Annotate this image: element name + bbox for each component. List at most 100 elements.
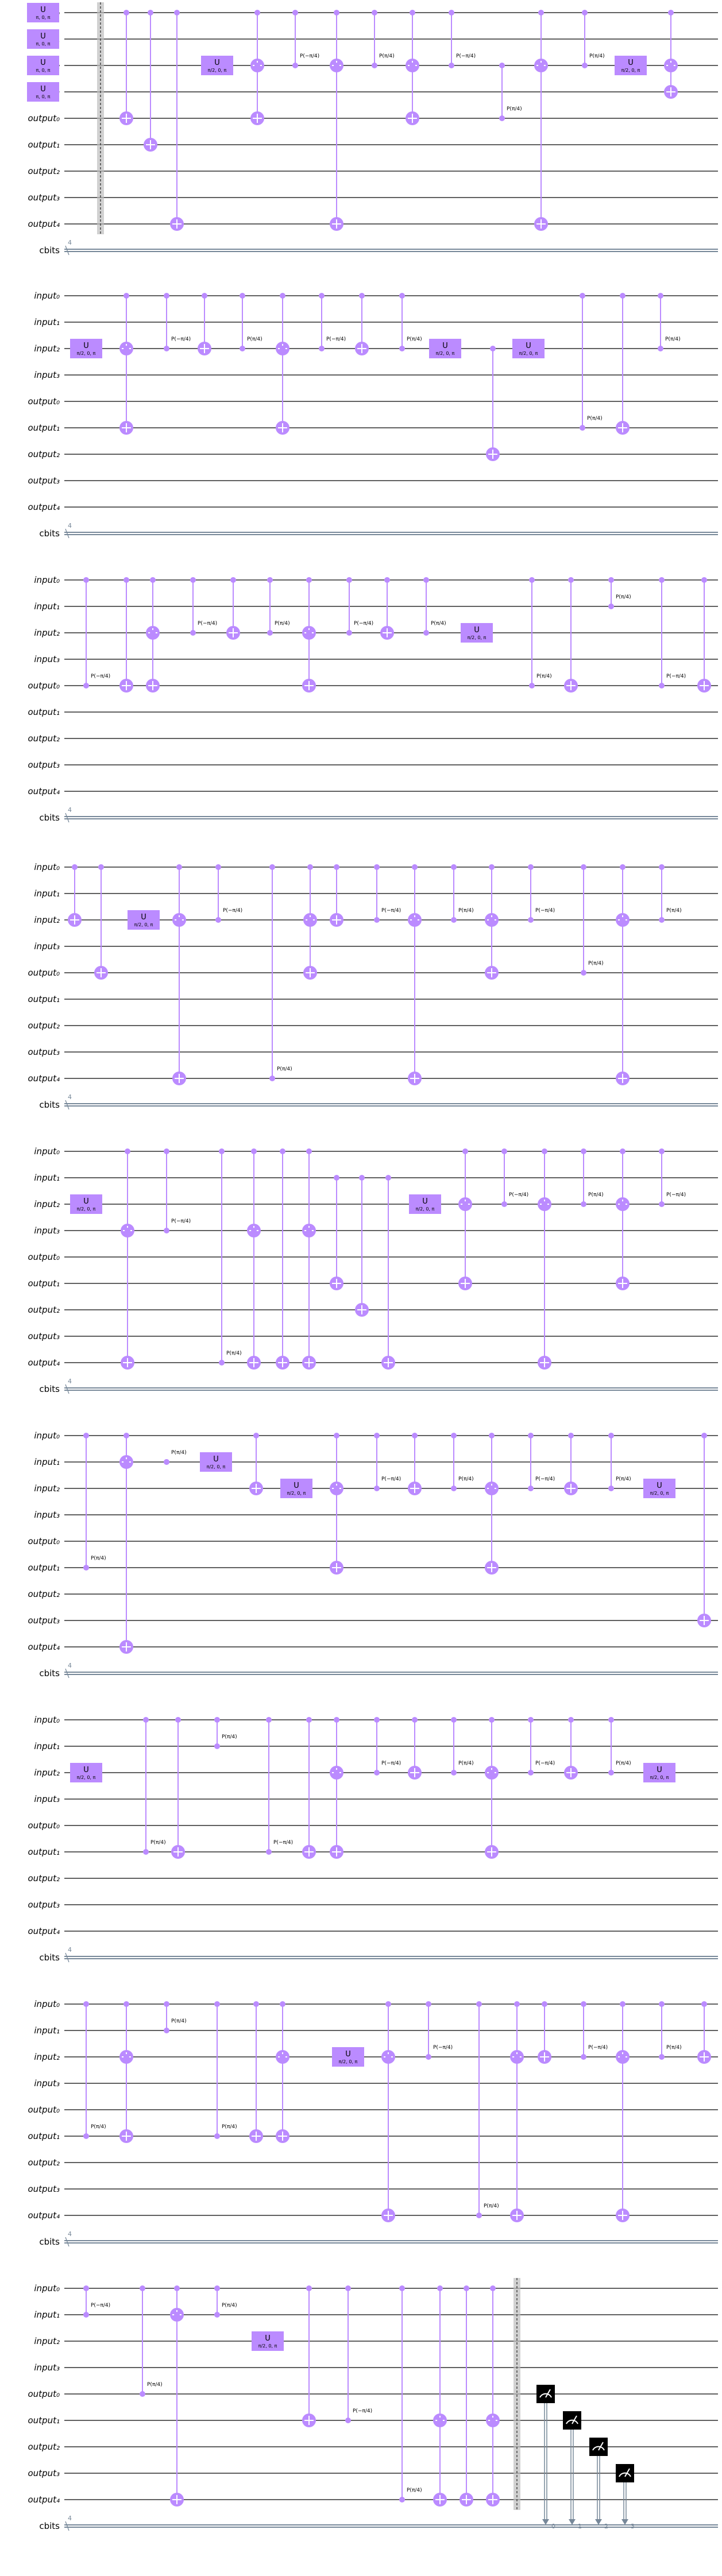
wire-label: output₃ bbox=[28, 475, 60, 486]
cphase-label: P(−π/4) bbox=[666, 674, 686, 679]
barrier bbox=[513, 2278, 520, 2510]
control-dot bbox=[701, 1433, 707, 1438]
control-dot bbox=[280, 2001, 285, 2007]
wire-label: output₃ bbox=[28, 1900, 60, 1910]
u-gate-params: π/2, 0, π bbox=[436, 351, 455, 356]
control-dot bbox=[385, 1175, 391, 1181]
wire-label: output₂ bbox=[28, 449, 60, 459]
wire-label: cbits bbox=[39, 1100, 60, 1110]
u-gate-label: U bbox=[442, 342, 448, 350]
control-dot bbox=[399, 2497, 405, 2502]
wire-label: input₁ bbox=[34, 1457, 60, 1467]
u-gate bbox=[70, 1194, 102, 1214]
wire-label: output₂ bbox=[28, 1020, 60, 1031]
cphase-label: P(−π/4) bbox=[381, 1476, 401, 1482]
control-dot bbox=[240, 293, 245, 299]
control-dot bbox=[374, 1770, 380, 1776]
cphase-label: P(π/4) bbox=[588, 961, 604, 966]
cphase-label: P(π/4) bbox=[171, 2018, 187, 2024]
control-dot bbox=[125, 1228, 130, 1233]
measure-meter-arc bbox=[592, 2446, 605, 2451]
wire-label: input₁ bbox=[34, 1741, 60, 1751]
control-dot bbox=[143, 1717, 149, 1723]
control-dot bbox=[280, 346, 285, 351]
u-gate-params: π/2, 0, π bbox=[134, 922, 153, 927]
cbits-count-label: 4 bbox=[68, 522, 72, 529]
control-dot bbox=[280, 1148, 285, 1154]
control-dot bbox=[529, 577, 535, 583]
control-dot bbox=[251, 1148, 257, 1154]
control-dot bbox=[140, 2391, 145, 2397]
control-dot bbox=[568, 1433, 574, 1438]
wire-label: output₁ bbox=[28, 1562, 60, 1573]
control-dot bbox=[374, 917, 380, 923]
control-dot bbox=[582, 63, 588, 68]
control-dot bbox=[412, 917, 418, 923]
u-gate-label: U bbox=[345, 2050, 351, 2059]
measure-meter-needle bbox=[598, 2442, 604, 2451]
control-dot bbox=[359, 1175, 365, 1181]
control-dot bbox=[462, 1148, 468, 1154]
control-dot bbox=[426, 2054, 431, 2060]
control-dot bbox=[176, 864, 182, 870]
control-dot bbox=[254, 10, 260, 16]
control-dot bbox=[620, 1201, 626, 1207]
control-dot bbox=[374, 1433, 380, 1438]
control-dot bbox=[620, 917, 626, 923]
control-dot bbox=[125, 1148, 130, 1154]
classical-wire-slash bbox=[65, 2521, 70, 2531]
circuit-row: input₀ input₁ input₂ input₃ output₀ output₁ ou… bbox=[28, 1146, 718, 1394]
control-dot bbox=[449, 63, 454, 68]
wire-label: input₁ bbox=[34, 1173, 60, 1183]
control-dot bbox=[140, 2285, 145, 2291]
u-gate-label: U bbox=[40, 6, 46, 14]
control-dot bbox=[83, 1565, 89, 1571]
u-gate-label: U bbox=[294, 1482, 299, 1490]
control-dot bbox=[476, 2213, 482, 2218]
u-gate-label: U bbox=[83, 1766, 89, 1774]
control-dot bbox=[499, 115, 505, 121]
cphase-label: P(π/4) bbox=[616, 1761, 631, 1766]
control-dot bbox=[568, 1717, 574, 1723]
cphase-label: P(π/4) bbox=[616, 594, 631, 600]
u-gate-params: π, 0, π bbox=[36, 68, 51, 73]
control-dot bbox=[374, 864, 380, 870]
circuit-row: input₀ input₁ input₂ input₃ output₀ output₁ ou… bbox=[28, 1430, 718, 1678]
wire-label: output₁ bbox=[28, 140, 60, 150]
wire-label: input₃ bbox=[34, 1510, 60, 1520]
u-gate-params: π, 0, π bbox=[36, 41, 51, 47]
control-dot bbox=[659, 577, 665, 583]
control-dot bbox=[240, 346, 245, 351]
u-gate-label: U bbox=[141, 913, 146, 922]
wire-label: output₂ bbox=[28, 2157, 60, 2168]
control-dot bbox=[345, 2418, 351, 2423]
control-dot bbox=[219, 1360, 225, 1366]
cbits-count-label: 4 bbox=[68, 1662, 72, 1669]
cphase-label: P(π/4) bbox=[171, 1450, 187, 1456]
u-gate-params: π/2, 0, π bbox=[339, 2059, 358, 2064]
control-dot bbox=[659, 683, 665, 689]
control-dot bbox=[538, 10, 544, 16]
wire-label: input₀ bbox=[34, 1715, 60, 1725]
wire-label: output₃ bbox=[28, 2184, 60, 2194]
measure-arrow bbox=[542, 2519, 549, 2525]
measure-meter-arc bbox=[566, 2419, 578, 2424]
control-dot bbox=[620, 2001, 626, 2007]
wire-label: output₁ bbox=[28, 2131, 60, 2141]
wire-label: output₀ bbox=[28, 396, 60, 407]
cphase-label: P(−π/4) bbox=[381, 1761, 401, 1766]
measure-meter-needle bbox=[572, 2415, 577, 2424]
control-dot bbox=[659, 1148, 665, 1154]
control-dot bbox=[451, 864, 457, 870]
control-dot bbox=[581, 1201, 586, 1207]
u-gate-label: U bbox=[526, 342, 531, 350]
wire-label: cbits bbox=[39, 528, 60, 539]
control-dot bbox=[581, 864, 586, 870]
u-gate bbox=[27, 56, 59, 75]
control-dot bbox=[528, 1770, 534, 1776]
control-dot bbox=[542, 1148, 547, 1154]
u-gate-label: U bbox=[265, 2334, 271, 2343]
cphase-label: P(−π/4) bbox=[91, 674, 110, 679]
u-gate-params: π/2, 0, π bbox=[519, 351, 538, 356]
wire-label: output₁ bbox=[28, 2415, 60, 2426]
